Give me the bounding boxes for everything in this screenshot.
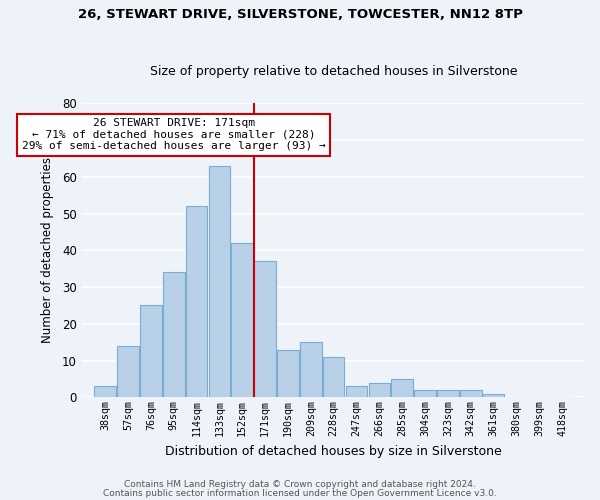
- Bar: [414, 390, 436, 398]
- Bar: [140, 306, 161, 398]
- Bar: [300, 342, 322, 398]
- Text: 26 STEWART DRIVE: 171sqm
← 71% of detached houses are smaller (228)
29% of semi-: 26 STEWART DRIVE: 171sqm ← 71% of detach…: [22, 118, 326, 151]
- Text: Contains public sector information licensed under the Open Government Licence v3: Contains public sector information licen…: [103, 488, 497, 498]
- Bar: [460, 390, 482, 398]
- Bar: [186, 206, 208, 398]
- Bar: [323, 357, 344, 398]
- Title: Size of property relative to detached houses in Silverstone: Size of property relative to detached ho…: [150, 66, 517, 78]
- Bar: [254, 262, 276, 398]
- Bar: [391, 379, 413, 398]
- Text: Contains HM Land Registry data © Crown copyright and database right 2024.: Contains HM Land Registry data © Crown c…: [124, 480, 476, 489]
- Bar: [209, 166, 230, 398]
- Bar: [368, 382, 390, 398]
- Bar: [483, 394, 505, 398]
- Bar: [94, 386, 116, 398]
- Text: 26, STEWART DRIVE, SILVERSTONE, TOWCESTER, NN12 8TP: 26, STEWART DRIVE, SILVERSTONE, TOWCESTE…: [77, 8, 523, 20]
- Bar: [163, 272, 185, 398]
- Bar: [117, 346, 139, 398]
- X-axis label: Distribution of detached houses by size in Silverstone: Distribution of detached houses by size …: [165, 444, 502, 458]
- Y-axis label: Number of detached properties: Number of detached properties: [41, 158, 53, 344]
- Bar: [346, 386, 367, 398]
- Bar: [437, 390, 459, 398]
- Bar: [232, 243, 253, 398]
- Bar: [277, 350, 299, 398]
